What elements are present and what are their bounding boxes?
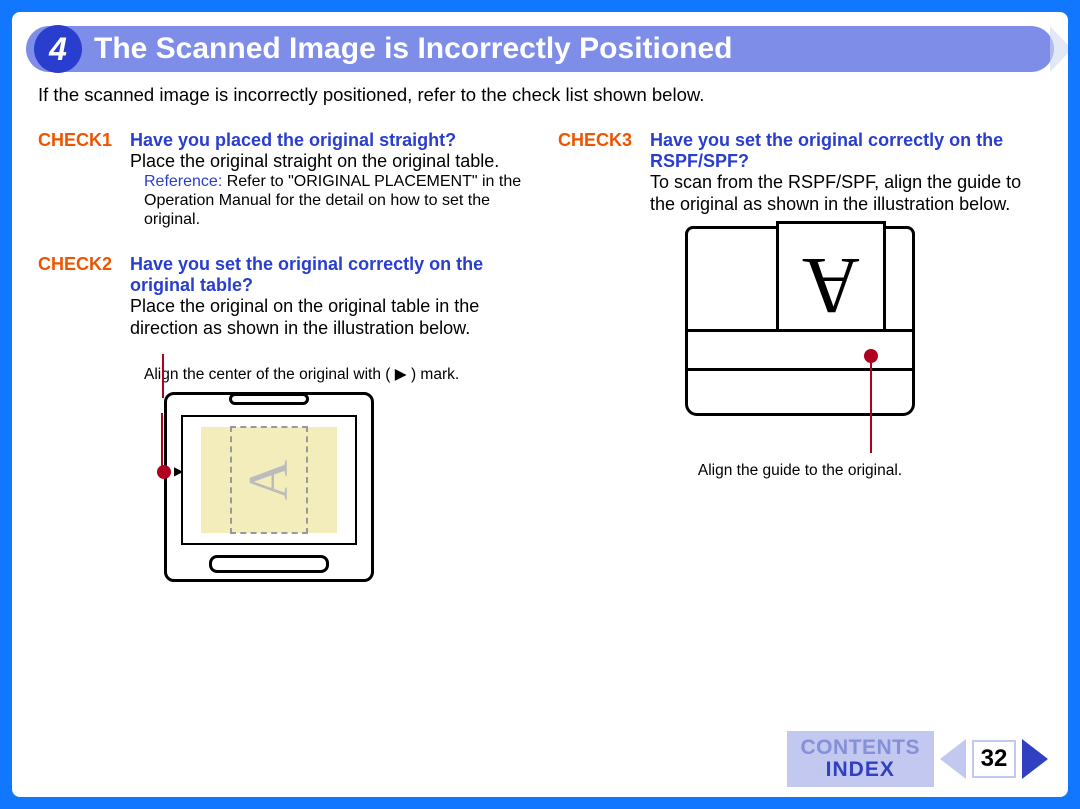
footer-nav: CONTENTS INDEX 32 bbox=[787, 731, 1049, 787]
check1-block: CHECK1 Have you placed the original stra… bbox=[38, 130, 522, 230]
check2-body: Place the original on the original table… bbox=[130, 296, 522, 340]
check1-body: Place the original straight on the origi… bbox=[130, 151, 522, 173]
scanner-hinge-icon bbox=[229, 393, 309, 405]
contents-link[interactable]: CONTENTS bbox=[801, 737, 921, 759]
feeder-illustration: A Align the guide to the original. bbox=[558, 226, 1042, 480]
feeder-guide-mark-icon bbox=[864, 349, 878, 363]
page-content: 4 The Scanned Image is Incorrectly Posit… bbox=[12, 12, 1068, 797]
section-title: The Scanned Image is Incorrectly Positio… bbox=[94, 32, 733, 66]
check1-question: Have you placed the original straight? bbox=[130, 130, 456, 151]
prev-page-button[interactable] bbox=[940, 739, 966, 779]
check2-question: Have you set the original correctly on t… bbox=[130, 254, 522, 296]
intro-text: If the scanned image is incorrectly posi… bbox=[38, 84, 1042, 106]
footer-links-box: CONTENTS INDEX bbox=[787, 731, 935, 787]
index-link[interactable]: INDEX bbox=[801, 759, 921, 781]
reference-label: Reference: bbox=[144, 173, 222, 190]
feeder-tray-icon bbox=[688, 329, 912, 371]
page-number: 32 bbox=[972, 740, 1016, 778]
document-placeholder-icon: A bbox=[230, 426, 308, 534]
feeder-callout-line-icon bbox=[870, 363, 872, 453]
scanner-glass-icon: A bbox=[181, 415, 357, 545]
feeder-body-icon: A bbox=[685, 226, 915, 416]
check2-illustration-caption: Align the center of the original with ( … bbox=[144, 365, 522, 384]
next-page-button[interactable] bbox=[1022, 739, 1048, 779]
scanner-document-area-icon: A bbox=[201, 427, 337, 533]
scanner-illustration: A bbox=[164, 392, 522, 582]
center-mark-icon bbox=[157, 465, 171, 479]
title-arrow-decoration bbox=[1050, 26, 1068, 72]
check1-label: CHECK1 bbox=[38, 130, 120, 151]
check2-block: CHECK2 Have you set the original correct… bbox=[38, 254, 522, 583]
scanner-body-icon: A bbox=[164, 392, 374, 582]
check3-question: Have you set the original correctly on t… bbox=[650, 130, 1042, 172]
check1-reference: Reference: Refer to "ORIGINAL PLACEMENT"… bbox=[144, 173, 522, 230]
section-number-badge: 4 bbox=[34, 25, 82, 73]
callout-stem-icon bbox=[161, 413, 163, 473]
callout-line-icon bbox=[162, 354, 164, 398]
check2-label: CHECK2 bbox=[38, 254, 120, 275]
check3-illustration-caption: Align the guide to the original. bbox=[685, 462, 915, 480]
left-column: CHECK1 Have you placed the original stra… bbox=[38, 130, 522, 590]
content-columns: CHECK1 Have you placed the original stra… bbox=[38, 130, 1042, 590]
section-title-bar: 4 The Scanned Image is Incorrectly Posit… bbox=[26, 26, 1054, 72]
right-column: CHECK3 Have you set the original correct… bbox=[558, 130, 1042, 590]
page-frame: 4 The Scanned Image is Incorrectly Posit… bbox=[0, 0, 1080, 809]
scanner-tray-icon bbox=[209, 555, 329, 573]
check3-body: To scan from the RSPF/SPF, align the gui… bbox=[650, 172, 1042, 216]
check3-block: CHECK3 Have you set the original correct… bbox=[558, 130, 1042, 480]
check3-label: CHECK3 bbox=[558, 130, 640, 151]
